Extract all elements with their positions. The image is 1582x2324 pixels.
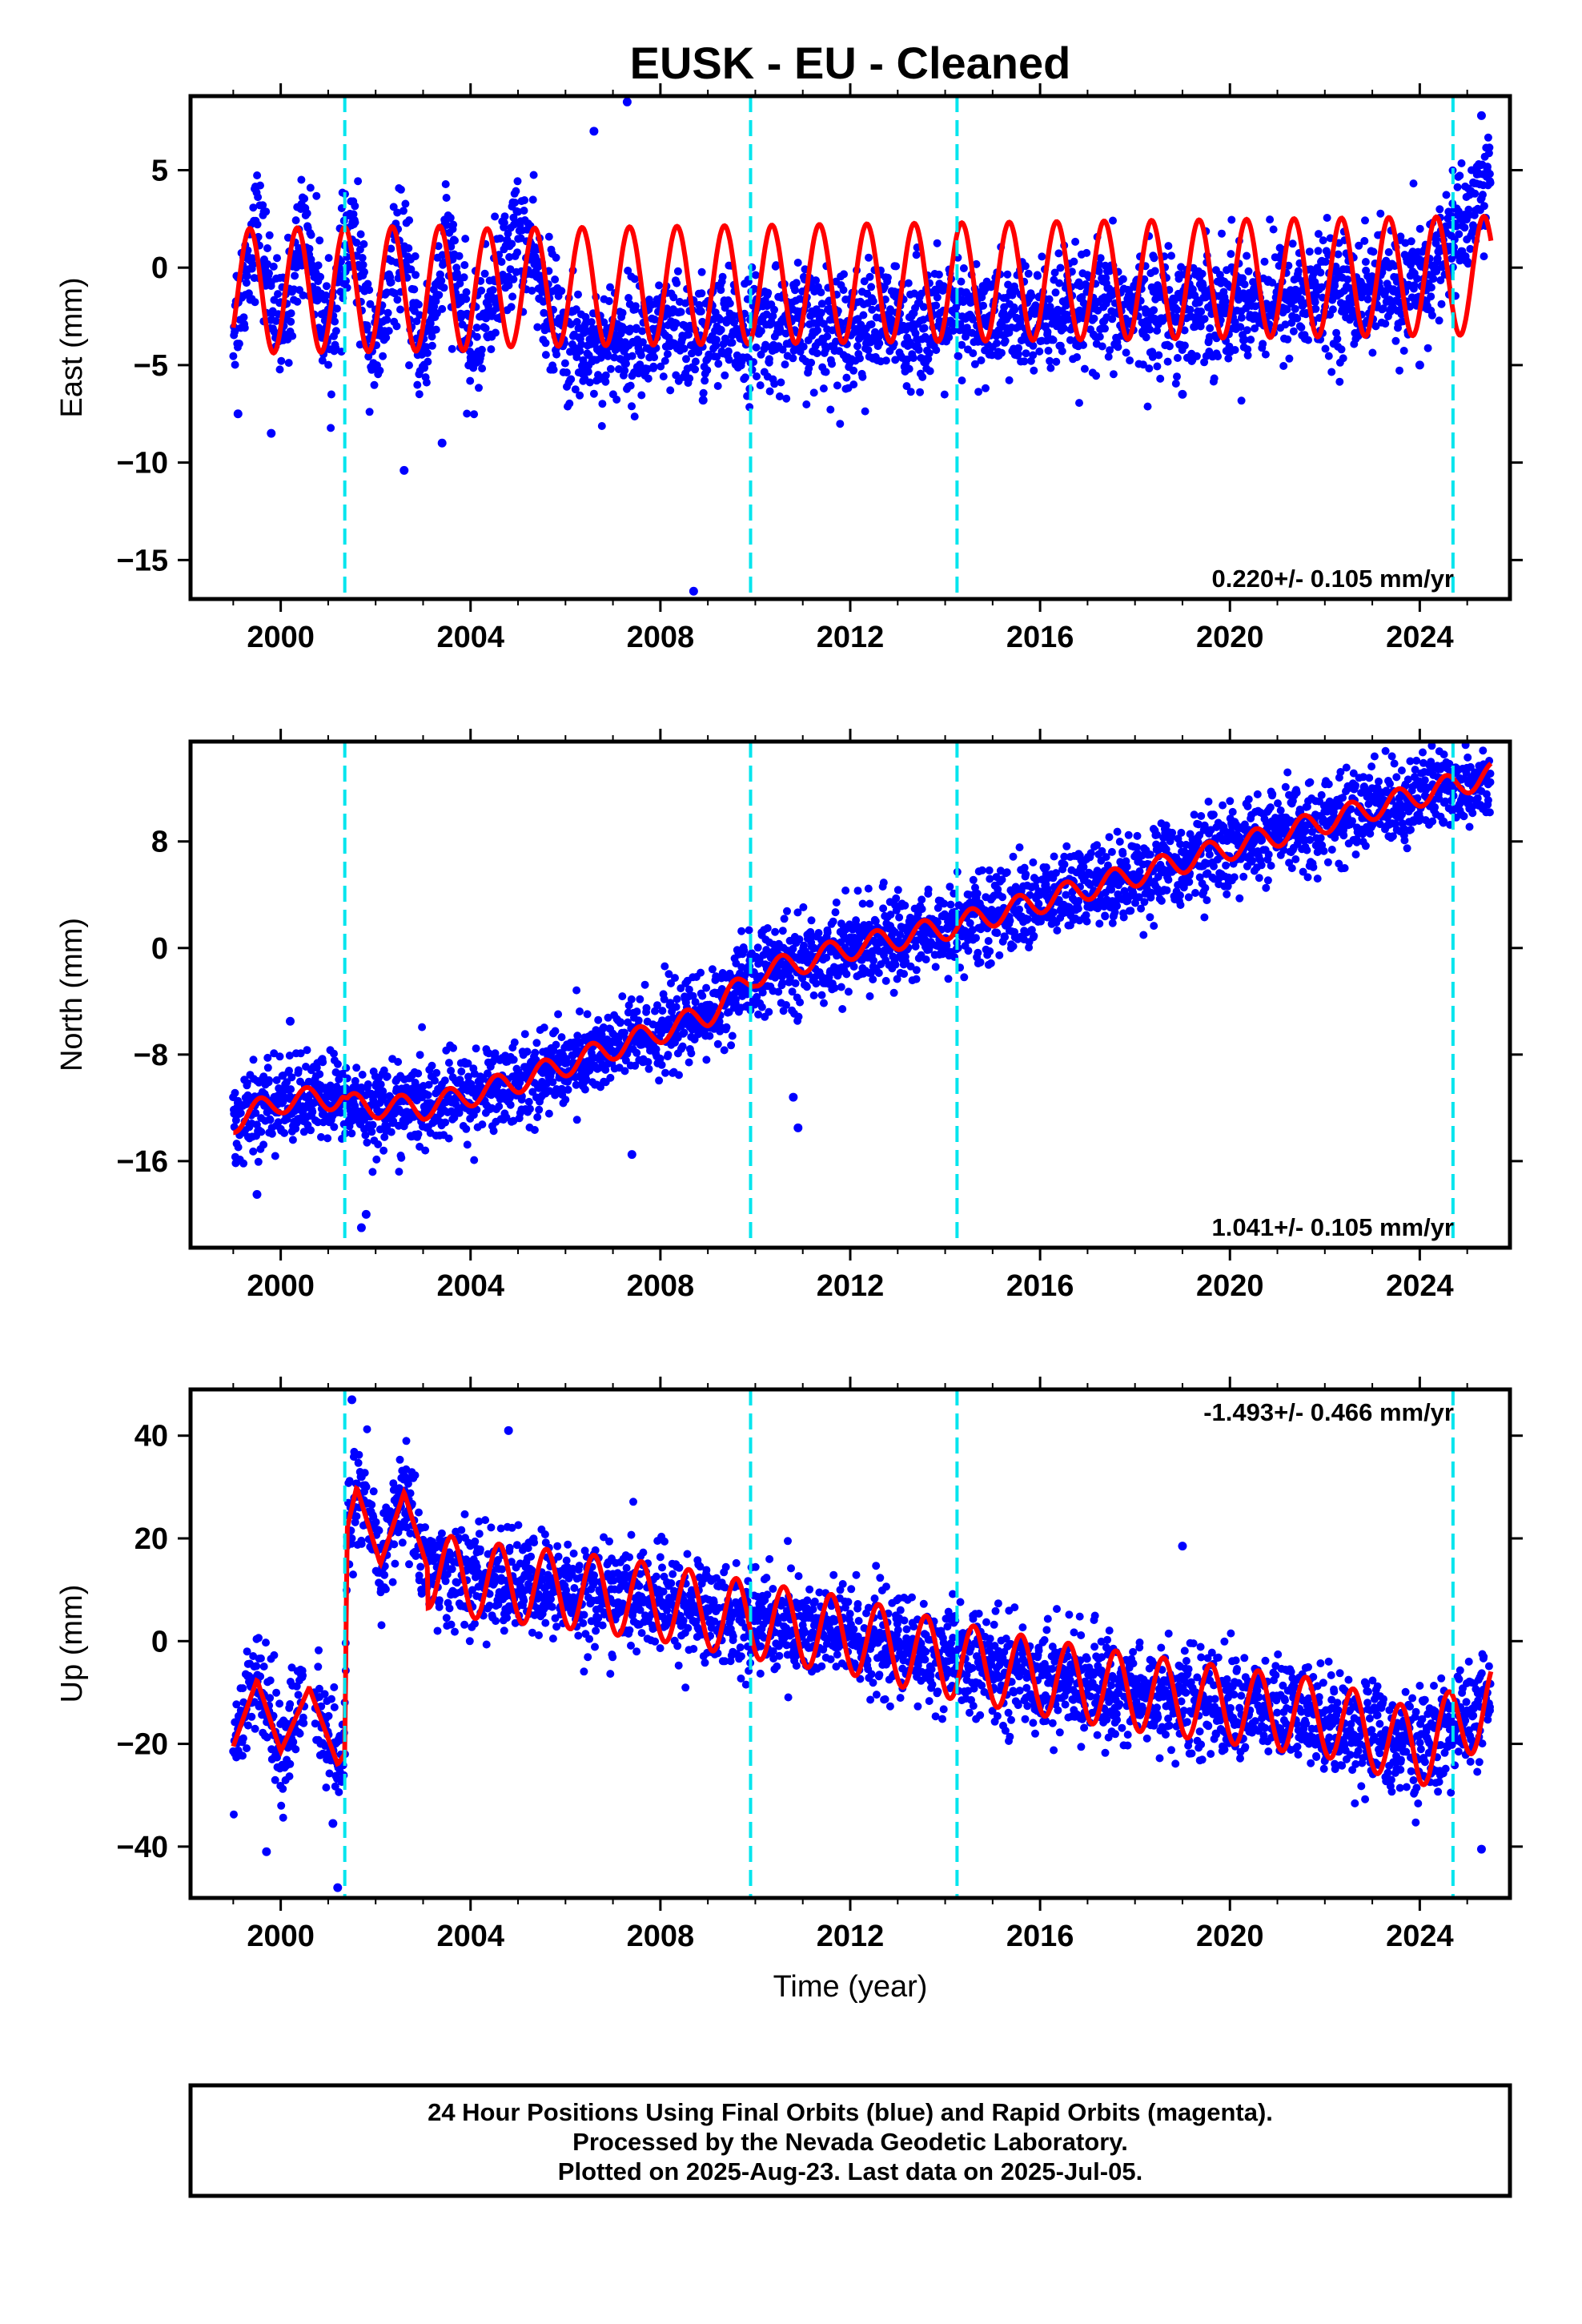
east-x-tick-label-4: 2016	[1006, 621, 1074, 654]
up-x-tick-label-3: 2012	[817, 1920, 885, 1953]
east-scatter-point-8	[1178, 389, 1187, 399]
x-axis-label: Time (year)	[773, 1970, 928, 2004]
up-x-tick-label-2: 2008	[627, 1920, 695, 1953]
north-scatter-point-0	[356, 1223, 366, 1232]
east-scatter-point-0	[233, 409, 243, 419]
east-rate-label: 0.220+/- 0.105 mm/yr	[1212, 565, 1454, 593]
up-x-tick-label-5: 2020	[1196, 1920, 1264, 1953]
north-x-tick-label-6: 2024	[1386, 1269, 1454, 1303]
east-scatter-point-2	[400, 465, 409, 475]
up-scatter-point-3	[347, 1395, 357, 1405]
up-points	[229, 1425, 1495, 1827]
up-scatter-point-0	[333, 1883, 343, 1892]
east-panel: 2000 2004 2008 2012 2016 2020 2024 −15 −10 −5 0 5 Ea…	[55, 83, 1523, 654]
north-point-cloud	[229, 742, 1495, 1176]
up-plot-area	[229, 1395, 1495, 1892]
north-y-tick-label-0: −16	[117, 1145, 168, 1179]
up-y-tick-label-1: −20	[117, 1728, 168, 1762]
north-x-tick-label-5: 2020	[1196, 1269, 1264, 1303]
up-y-tick-label-2: 0	[151, 1625, 168, 1659]
east-plot-area	[229, 97, 1495, 596]
up-scatter-point-6	[1476, 1844, 1486, 1854]
up-x-tick-label-6: 2024	[1386, 1920, 1454, 1953]
east-scatter-point-3	[437, 438, 447, 448]
north-plot-area	[229, 742, 1495, 1232]
north-scatter-point-5	[252, 1189, 262, 1199]
up-x-tick-label-1: 2004	[436, 1920, 504, 1953]
north-scatter-point-2	[793, 1123, 803, 1132]
east-y-axis-label: East (mm)	[55, 277, 89, 417]
up-y-tick-label-3: 20	[135, 1522, 168, 1556]
east-scatter-point-4	[589, 127, 599, 136]
north-points	[229, 742, 1495, 1176]
north-y-tick-label-3: 8	[151, 826, 168, 859]
east-scatter-point-10	[1476, 111, 1486, 120]
east-scatter-point-1	[267, 428, 276, 438]
up-x-tick-label-4: 2016	[1006, 1920, 1074, 1953]
north-y-axis-label: North (mm)	[55, 918, 89, 1072]
north-x-tick-label-4: 2016	[1006, 1269, 1074, 1303]
north-y-tick-label-1: −8	[134, 1039, 168, 1072]
up-scatter-point-4	[504, 1425, 513, 1435]
up-rate-label: -1.493+/- 0.466 mm/yr	[1203, 1398, 1454, 1426]
east-x-tick-label-1: 2004	[436, 621, 504, 654]
up-point-cloud	[229, 1425, 1495, 1827]
east-points	[229, 133, 1495, 432]
east-scatter-point-7	[698, 396, 708, 405]
east-y-tick-label-0: −15	[117, 544, 168, 577]
north-x-tick-label-3: 2012	[817, 1269, 885, 1303]
east-point-cloud	[229, 133, 1495, 432]
north-y-tick-label-2: 0	[151, 932, 168, 966]
up-panel: 2000 2004 2008 2012 2016 2020 2024 −40 −20 0 20 40 U…	[55, 1377, 1523, 1953]
north-x-tick-label-1: 2004	[436, 1269, 504, 1303]
up-scatter-point-5	[1178, 1542, 1187, 1551]
footer-box	[188, 2083, 1512, 2198]
east-x-tick-label-0: 2000	[247, 621, 315, 654]
east-x-tick-label-3: 2012	[817, 621, 885, 654]
north-x-tick-label-0: 2000	[247, 1269, 315, 1303]
east-y-tick-label-1: −10	[117, 447, 168, 480]
up-x-tick-label-0: 2000	[247, 1920, 315, 1953]
east-x-tick-label-6: 2024	[1386, 621, 1454, 654]
up-scatter-point-2	[262, 1847, 271, 1856]
north-fit-line	[233, 762, 1493, 1136]
north-panel: 2000 2004 2008 2012 2016 2020 2024 −16 −8 0 8 North…	[55, 729, 1523, 1303]
north-scatter-point-3	[789, 1092, 798, 1102]
north-scatter-point-1	[361, 1209, 371, 1219]
chart-title: EUSK - EU - Cleaned	[630, 38, 1071, 88]
up-y-tick-label-0: −40	[117, 1831, 168, 1864]
up-y-axis-label: Up (mm)	[55, 1585, 89, 1703]
east-x-tick-label-2: 2008	[627, 621, 695, 654]
east-fit-line	[231, 213, 1494, 356]
north-scatter-point-6	[285, 1016, 295, 1026]
east-scatter-point-9	[1415, 360, 1424, 370]
footer-line-1: 24 Hour Positions Using Final Orbits (bl…	[428, 2098, 1273, 2126]
up-scatter-point-1	[328, 1819, 338, 1828]
east-scatter-point-5	[622, 97, 632, 107]
east-y-tick-label-2: −5	[134, 349, 168, 383]
up-fit-line	[231, 1485, 1494, 1787]
east-y-tick-label-4: 5	[151, 154, 168, 187]
up-y-tick-label-4: 40	[135, 1420, 168, 1454]
north-rate-label: 1.041+/- 0.105 mm/yr	[1212, 1213, 1454, 1241]
north-scatter-point-4	[627, 1150, 636, 1160]
footer-line-3: Plotted on 2025-Aug-23. Last data on 202…	[558, 2157, 1142, 2185]
north-x-tick-label-2: 2008	[627, 1269, 695, 1303]
footer-line-2: Processed by the Nevada Geodetic Laborat…	[572, 2128, 1128, 2156]
east-scatter-point-6	[689, 586, 698, 596]
east-x-tick-label-5: 2020	[1196, 621, 1264, 654]
east-y-tick-label-3: 0	[151, 251, 168, 285]
